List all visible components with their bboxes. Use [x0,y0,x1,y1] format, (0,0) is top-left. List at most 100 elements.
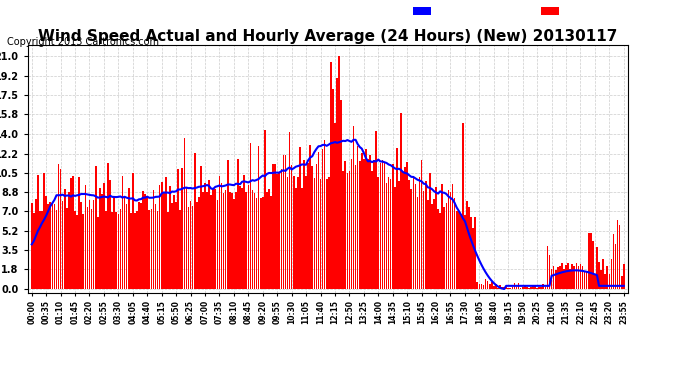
Bar [388,177,389,289]
Bar [481,284,482,289]
Bar [452,184,453,289]
Bar [190,201,191,289]
Bar [473,228,474,289]
Bar [357,146,359,289]
Bar [373,160,375,289]
Bar [241,188,243,289]
Bar [440,213,441,289]
Bar [544,287,546,289]
Bar [427,200,428,289]
Bar [377,177,379,289]
Bar [107,163,109,289]
Bar [138,202,140,289]
Bar [46,196,47,289]
Bar [188,207,189,289]
Bar [194,153,195,289]
Bar [479,284,480,289]
Bar [429,173,431,289]
Bar [621,276,622,289]
Bar [469,207,470,289]
Bar [460,214,462,289]
Bar [617,220,618,289]
Bar [297,177,299,289]
Bar [442,184,443,289]
Bar [450,192,451,289]
Bar [394,187,395,289]
Bar [169,186,170,289]
Bar [582,266,583,289]
Bar [101,194,103,289]
Bar [124,197,126,289]
Bar [313,178,315,289]
Bar [81,202,82,289]
Bar [281,169,282,289]
Bar [270,196,272,289]
Bar [41,210,43,289]
Bar [493,286,495,289]
Bar [43,173,45,289]
Bar [367,159,368,289]
Bar [546,246,549,289]
Bar [392,164,393,289]
Bar [413,176,414,289]
Bar [196,202,197,289]
Bar [200,166,201,289]
Bar [252,190,253,289]
Bar [307,163,309,289]
Bar [458,213,460,289]
Bar [433,200,435,289]
Bar [487,281,489,289]
Bar [177,169,179,289]
Bar [175,202,177,289]
Bar [235,192,237,289]
Bar [528,288,530,289]
Bar [604,274,606,289]
Bar [35,199,37,289]
Bar [446,203,447,289]
Bar [336,78,338,289]
Bar [365,149,367,289]
Bar [596,247,598,289]
Bar [39,210,41,289]
Bar [540,287,542,289]
Bar [317,152,319,289]
Bar [75,211,76,289]
Title: Wind Speed Actual and Hourly Average (24 Hours) (New) 20130117: Wind Speed Actual and Hourly Average (24… [38,29,618,44]
Bar [126,204,128,289]
Bar [328,177,330,289]
Bar [326,179,328,289]
Bar [425,181,426,289]
Bar [117,214,119,289]
Bar [483,285,484,289]
Bar [285,154,286,289]
Bar [404,167,406,289]
Bar [303,160,305,289]
Bar [382,160,383,289]
Bar [262,197,264,289]
Bar [109,180,111,289]
Bar [551,269,553,289]
Bar [598,262,600,289]
Bar [275,164,276,289]
Bar [386,183,387,289]
Bar [417,197,418,289]
Bar [92,200,95,289]
Bar [330,62,332,289]
Bar [144,194,146,289]
Bar [121,176,124,289]
Bar [369,155,371,289]
Bar [277,174,278,289]
Bar [553,266,555,289]
Bar [250,143,251,289]
Bar [68,192,70,289]
Bar [233,200,235,289]
Bar [299,147,301,289]
Bar [513,283,515,289]
Bar [406,162,408,289]
Bar [338,56,340,289]
Bar [322,149,324,289]
Bar [148,210,150,289]
Bar [288,132,290,289]
Bar [87,207,88,289]
Bar [223,193,224,289]
